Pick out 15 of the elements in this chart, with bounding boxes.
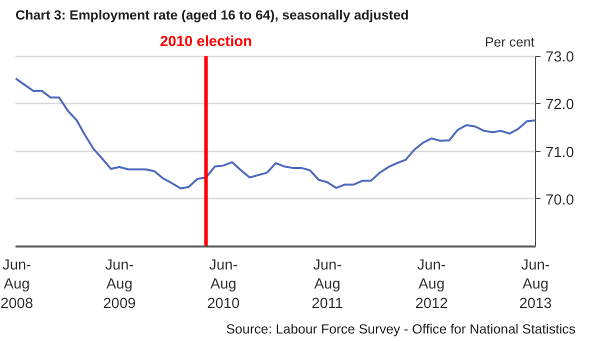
line-series <box>16 77 536 190</box>
y-tick-label: 72.0 <box>546 97 574 114</box>
x-tick-label: Jun- Aug 2011 <box>312 258 344 312</box>
source-note: Source: Labour Force Survey - Office for National Statistics <box>226 322 576 336</box>
x-tick-label: Jun- Aug 2010 <box>207 258 240 312</box>
x-tick-label: Jun- Aug 2013 <box>519 258 552 312</box>
chart-title: Chart 3: Employment rate (aged 16 to 64), seasonally adjusted <box>16 8 409 22</box>
y-tick-label: 73.0 <box>546 50 574 66</box>
ref-line-label: 2010 election <box>160 34 252 50</box>
y-tick-label: 71.0 <box>546 144 574 161</box>
y-axis-title: Per cent <box>484 34 535 50</box>
x-tick-label: Jun- Aug 2008 <box>0 258 34 312</box>
y-tick-label: 70.0 <box>546 192 574 208</box>
x-tick-label: Jun- Aug 2012 <box>415 258 448 312</box>
x-tick-label: Jun- Aug 2009 <box>103 258 136 312</box>
